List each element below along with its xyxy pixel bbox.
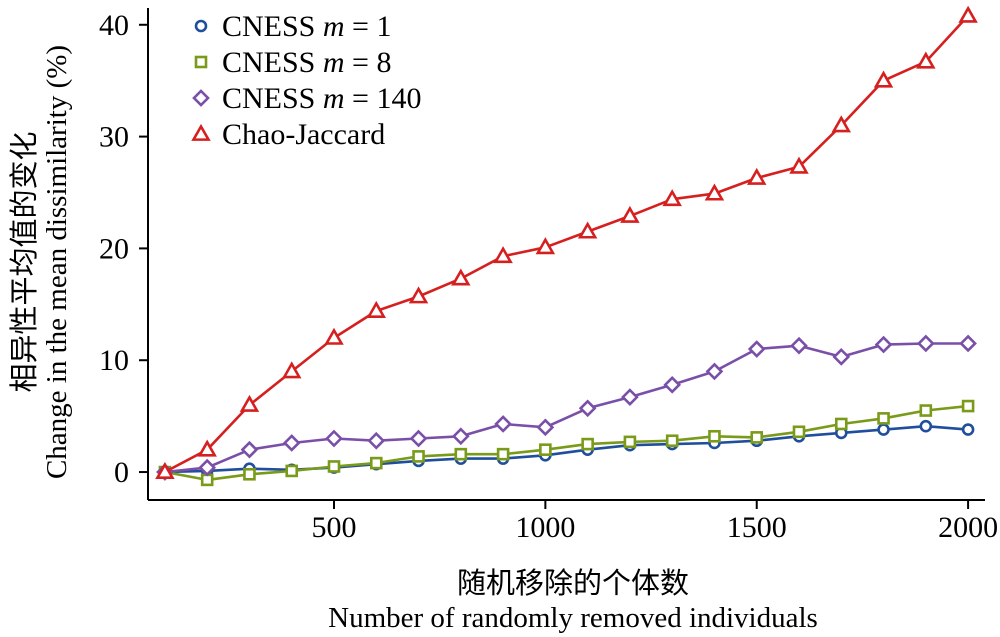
series-0 — [158, 419, 975, 479]
data-point — [919, 404, 933, 417]
legend-label: CNESS m = 140 — [222, 82, 421, 115]
legend-marker — [194, 19, 208, 33]
data-point — [789, 156, 809, 174]
data-point — [536, 418, 555, 437]
data-point — [281, 361, 302, 379]
series-1 — [158, 399, 975, 487]
data-point — [240, 440, 259, 459]
data-point — [451, 268, 471, 286]
y-tick-label: 40 — [99, 9, 129, 42]
data-point — [916, 334, 935, 353]
data-point — [239, 394, 260, 412]
data-point — [961, 423, 975, 436]
legend-label: CNESS m = 8 — [222, 46, 391, 79]
y-tick-label: 10 — [99, 344, 129, 377]
series-line — [164, 404, 969, 482]
data-point — [408, 286, 429, 304]
y-tick-label: 20 — [99, 232, 129, 265]
data-point — [959, 334, 977, 353]
series-line — [164, 424, 969, 474]
x-axis-title-cn: 随机移除的个体数 — [457, 567, 689, 600]
x-tick-label: 500 — [312, 511, 357, 544]
series-3 — [155, 5, 978, 479]
data-point — [705, 362, 724, 381]
data-point — [708, 429, 721, 443]
legend-marker — [192, 89, 210, 107]
axes — [147, 8, 985, 501]
data-point — [790, 336, 808, 355]
legend-item-0: CNESS m = 1 — [194, 10, 391, 43]
y-tick-label: 0 — [114, 456, 129, 489]
x-tick-label: 1500 — [727, 511, 787, 544]
legend-marker — [194, 55, 208, 69]
data-point — [831, 115, 852, 133]
series-2 — [156, 334, 977, 481]
data-point — [369, 456, 383, 470]
ticks: 500 1000 1500 2000 0 10 20 30 40 — [99, 9, 998, 544]
data-point — [877, 423, 890, 436]
legend-item-2: CNESS m = 140 — [192, 82, 421, 115]
data-point — [747, 340, 766, 358]
data-point — [750, 431, 764, 444]
data-point — [325, 429, 343, 448]
data-point — [834, 417, 848, 431]
data-point — [958, 5, 978, 23]
data-point — [665, 434, 679, 448]
legend-marker — [191, 123, 211, 141]
data-point — [496, 447, 510, 461]
data-point — [961, 399, 975, 413]
data-point — [155, 461, 175, 479]
data-point — [366, 300, 387, 318]
data-point — [874, 335, 893, 354]
data-point — [409, 429, 428, 448]
data-point — [324, 327, 344, 345]
data-point — [493, 246, 513, 264]
legend-label: CNESS m = 1 — [222, 10, 391, 43]
data-point — [746, 167, 767, 185]
y-axis-title-cn: 相异性平均值的变化 — [8, 131, 41, 392]
data-point — [412, 450, 425, 463]
data-point — [663, 375, 682, 394]
data-point — [282, 434, 301, 452]
data-point — [581, 437, 594, 451]
data-point — [577, 221, 598, 239]
data-point — [539, 443, 552, 456]
y-tick-label: 30 — [99, 121, 129, 154]
x-tick-label: 1000 — [515, 511, 575, 544]
data-point — [578, 399, 597, 418]
data-point — [877, 412, 890, 425]
data-point — [285, 464, 299, 478]
legend-label: Chao-Jaccard — [222, 118, 385, 151]
data-point — [535, 237, 556, 255]
data-point — [792, 425, 806, 439]
data-point — [494, 415, 512, 433]
legend-item-3: Chao-Jaccard — [191, 118, 385, 151]
data-point — [198, 458, 217, 477]
data-point — [197, 439, 217, 457]
data-point — [327, 460, 341, 473]
data-point — [919, 419, 933, 433]
series-layer — [155, 5, 978, 487]
x-tick-label: 2000 — [938, 511, 998, 544]
data-point — [704, 183, 725, 201]
data-point — [873, 70, 894, 88]
data-point — [621, 388, 639, 406]
data-point — [367, 431, 386, 450]
data-point — [243, 467, 256, 481]
data-point — [454, 447, 468, 461]
data-point — [832, 348, 851, 366]
y-axis-title: Change in the mean dissimilarity (%) — [41, 45, 73, 479]
data-point — [662, 189, 682, 207]
data-point — [451, 427, 470, 446]
data-point — [623, 435, 637, 449]
x-axis-title: Number of randomly removed individuals — [328, 602, 818, 634]
data-point — [916, 51, 936, 69]
legend-item-1: CNESS m = 8 — [194, 46, 391, 79]
data-point — [620, 205, 640, 223]
